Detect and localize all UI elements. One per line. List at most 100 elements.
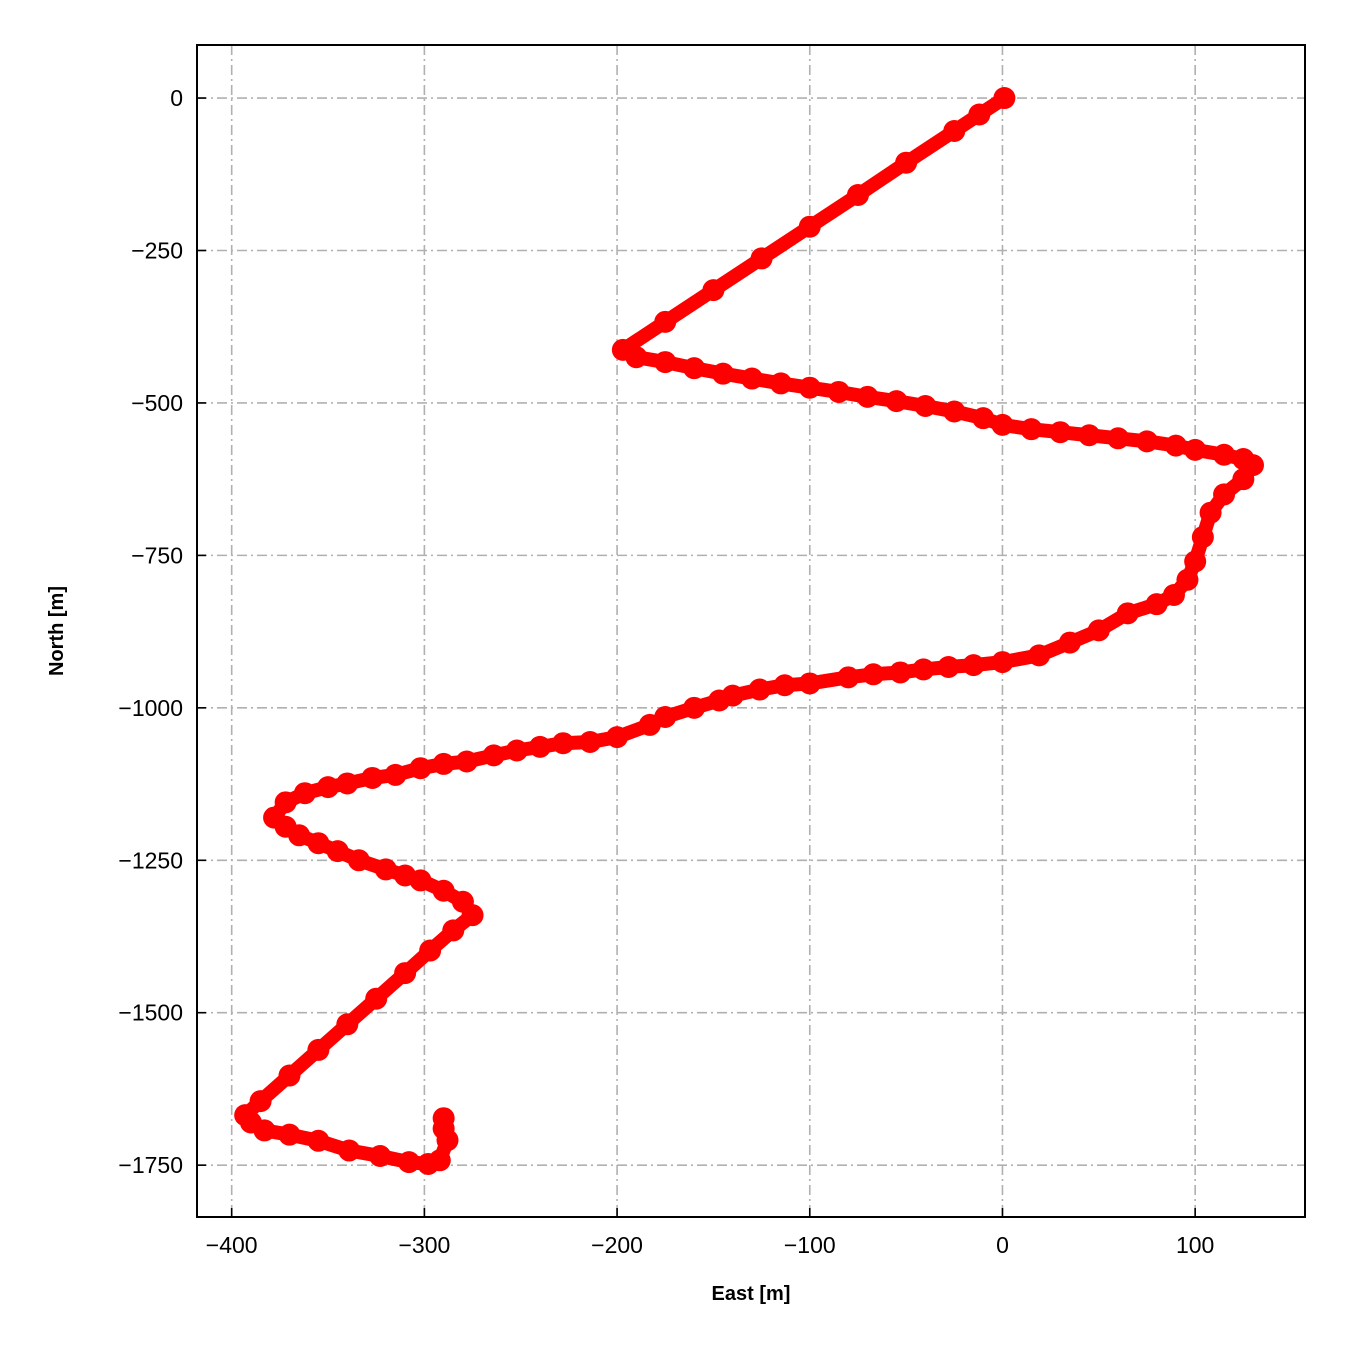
trajectory-point [889,661,912,684]
trajectory-point [326,840,349,863]
trajectory-point [606,726,629,749]
trajectory-point [369,1145,392,1168]
trajectory-point [993,87,1016,110]
trajectory-point [274,791,297,814]
trajectory-point [912,658,935,681]
trajectory-point [798,672,821,695]
y-tick-label: −1500 [118,1000,183,1026]
trajectory-point [943,400,966,423]
trajectory-point [856,385,879,408]
trajectory-point [750,247,773,270]
trajectory-point [307,832,330,855]
trajectory-point [702,279,725,302]
trajectory-point [278,1123,301,1146]
y-tick-label: −1000 [118,695,183,721]
trajectory-point [1049,421,1072,444]
trajectory-point [654,310,677,333]
trajectory-point [1058,631,1081,654]
trajectory-point [862,663,885,686]
trajectory-point [1176,568,1199,591]
x-tick-label: −400 [206,1232,258,1258]
trajectory-point [846,184,869,207]
y-tick-label: −1250 [118,847,183,873]
trajectory-point [1028,644,1051,667]
trajectory-point [307,1129,330,1152]
trajectory-point [505,739,528,762]
trajectory-point [461,904,484,927]
trajectory-point [1087,619,1110,642]
trajectory-point [798,376,821,399]
trajectory-point [1184,438,1207,461]
trajectory-point [1164,434,1187,457]
trajectory-point [374,858,397,881]
trajectory-point [249,1090,272,1113]
trajectory-point [827,380,850,403]
trajectory-point [1145,593,1168,616]
trajectory-point [1191,526,1214,549]
trajectory-point [528,735,551,758]
x-axis-label: East [m] [712,1283,791,1305]
trajectory-point [336,1013,359,1036]
trajectory-point [708,689,731,712]
trajectory-point [1213,443,1236,466]
ticks: −400 −300 −200 −100 0 1000−250−500−750−1000−1… [118,85,1214,1258]
trajectory-point [579,730,602,753]
trajectory-point [748,678,771,701]
trajectory-point [625,346,648,369]
trajectory-point [409,869,432,892]
trajectory-point [1116,602,1139,625]
x-tick-label: −300 [398,1232,450,1258]
trajectory-point [943,119,966,142]
trajectory-point [432,879,455,902]
y-tick-label: −1750 [118,1152,183,1178]
trajectory-point [798,215,821,238]
trajectory-point [1078,424,1101,447]
trajectory-point [712,362,735,385]
trajectory-point [962,654,985,677]
trajectory-point [428,1149,451,1172]
trajectory-point [885,390,908,413]
y-tick-label: −750 [131,542,183,568]
trajectory-point [683,357,706,380]
trajectory-point [432,1107,455,1130]
x-tick-label: −100 [784,1232,836,1258]
trajectory-point [654,351,677,374]
trajectory-point [1135,430,1158,453]
trajectory-point [1162,584,1185,607]
trajectory-point [972,407,995,430]
trajectory-point [482,744,505,767]
trajectory-point [307,1038,330,1061]
trajectory-point [432,752,455,775]
trajectory-point [991,413,1014,436]
trajectory-point [1213,483,1236,506]
x-tick-label: 0 [996,1232,1009,1258]
trajectory-point [1232,468,1255,491]
trajectory-point [397,1151,420,1174]
trajectory-point [895,151,918,174]
y-tick-label: −250 [131,237,183,263]
trajectory-point [1184,550,1207,573]
trajectory-point [293,782,316,805]
trajectory-point [1107,427,1130,450]
trajectory-point [968,103,991,126]
trajectory-point [317,776,340,799]
y-axis-label: North [m] [46,586,68,676]
trajectory-point [384,763,407,786]
trajectory-point [991,651,1014,674]
y-tick-label: 0 [170,85,183,111]
trajectory-point [278,1064,301,1087]
trajectory-point [740,367,763,390]
trajectory-point [1199,501,1222,524]
trajectory-point [769,372,792,395]
trajectory-point [336,772,359,795]
trajectory-point [552,732,575,755]
trajectory-point [837,666,860,689]
trajectory-point [288,824,311,847]
trajectory-point [442,919,465,942]
trajectory-point [914,394,937,417]
trajectory-point [361,766,384,789]
trajectory-point [365,987,388,1010]
trajectory-point [409,757,432,780]
trajectory-point [1020,418,1043,441]
